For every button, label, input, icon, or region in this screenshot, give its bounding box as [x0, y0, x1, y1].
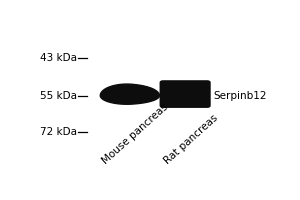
FancyBboxPatch shape — [160, 80, 211, 108]
Text: Mouse pancreas: Mouse pancreas — [100, 102, 170, 166]
Text: Rat pancreas: Rat pancreas — [162, 112, 220, 166]
Text: 55 kDa: 55 kDa — [40, 91, 77, 101]
Text: 72 kDa: 72 kDa — [40, 127, 77, 137]
Polygon shape — [100, 84, 159, 104]
Text: Serpinb12: Serpinb12 — [213, 91, 266, 101]
Text: 43 kDa: 43 kDa — [40, 53, 77, 63]
